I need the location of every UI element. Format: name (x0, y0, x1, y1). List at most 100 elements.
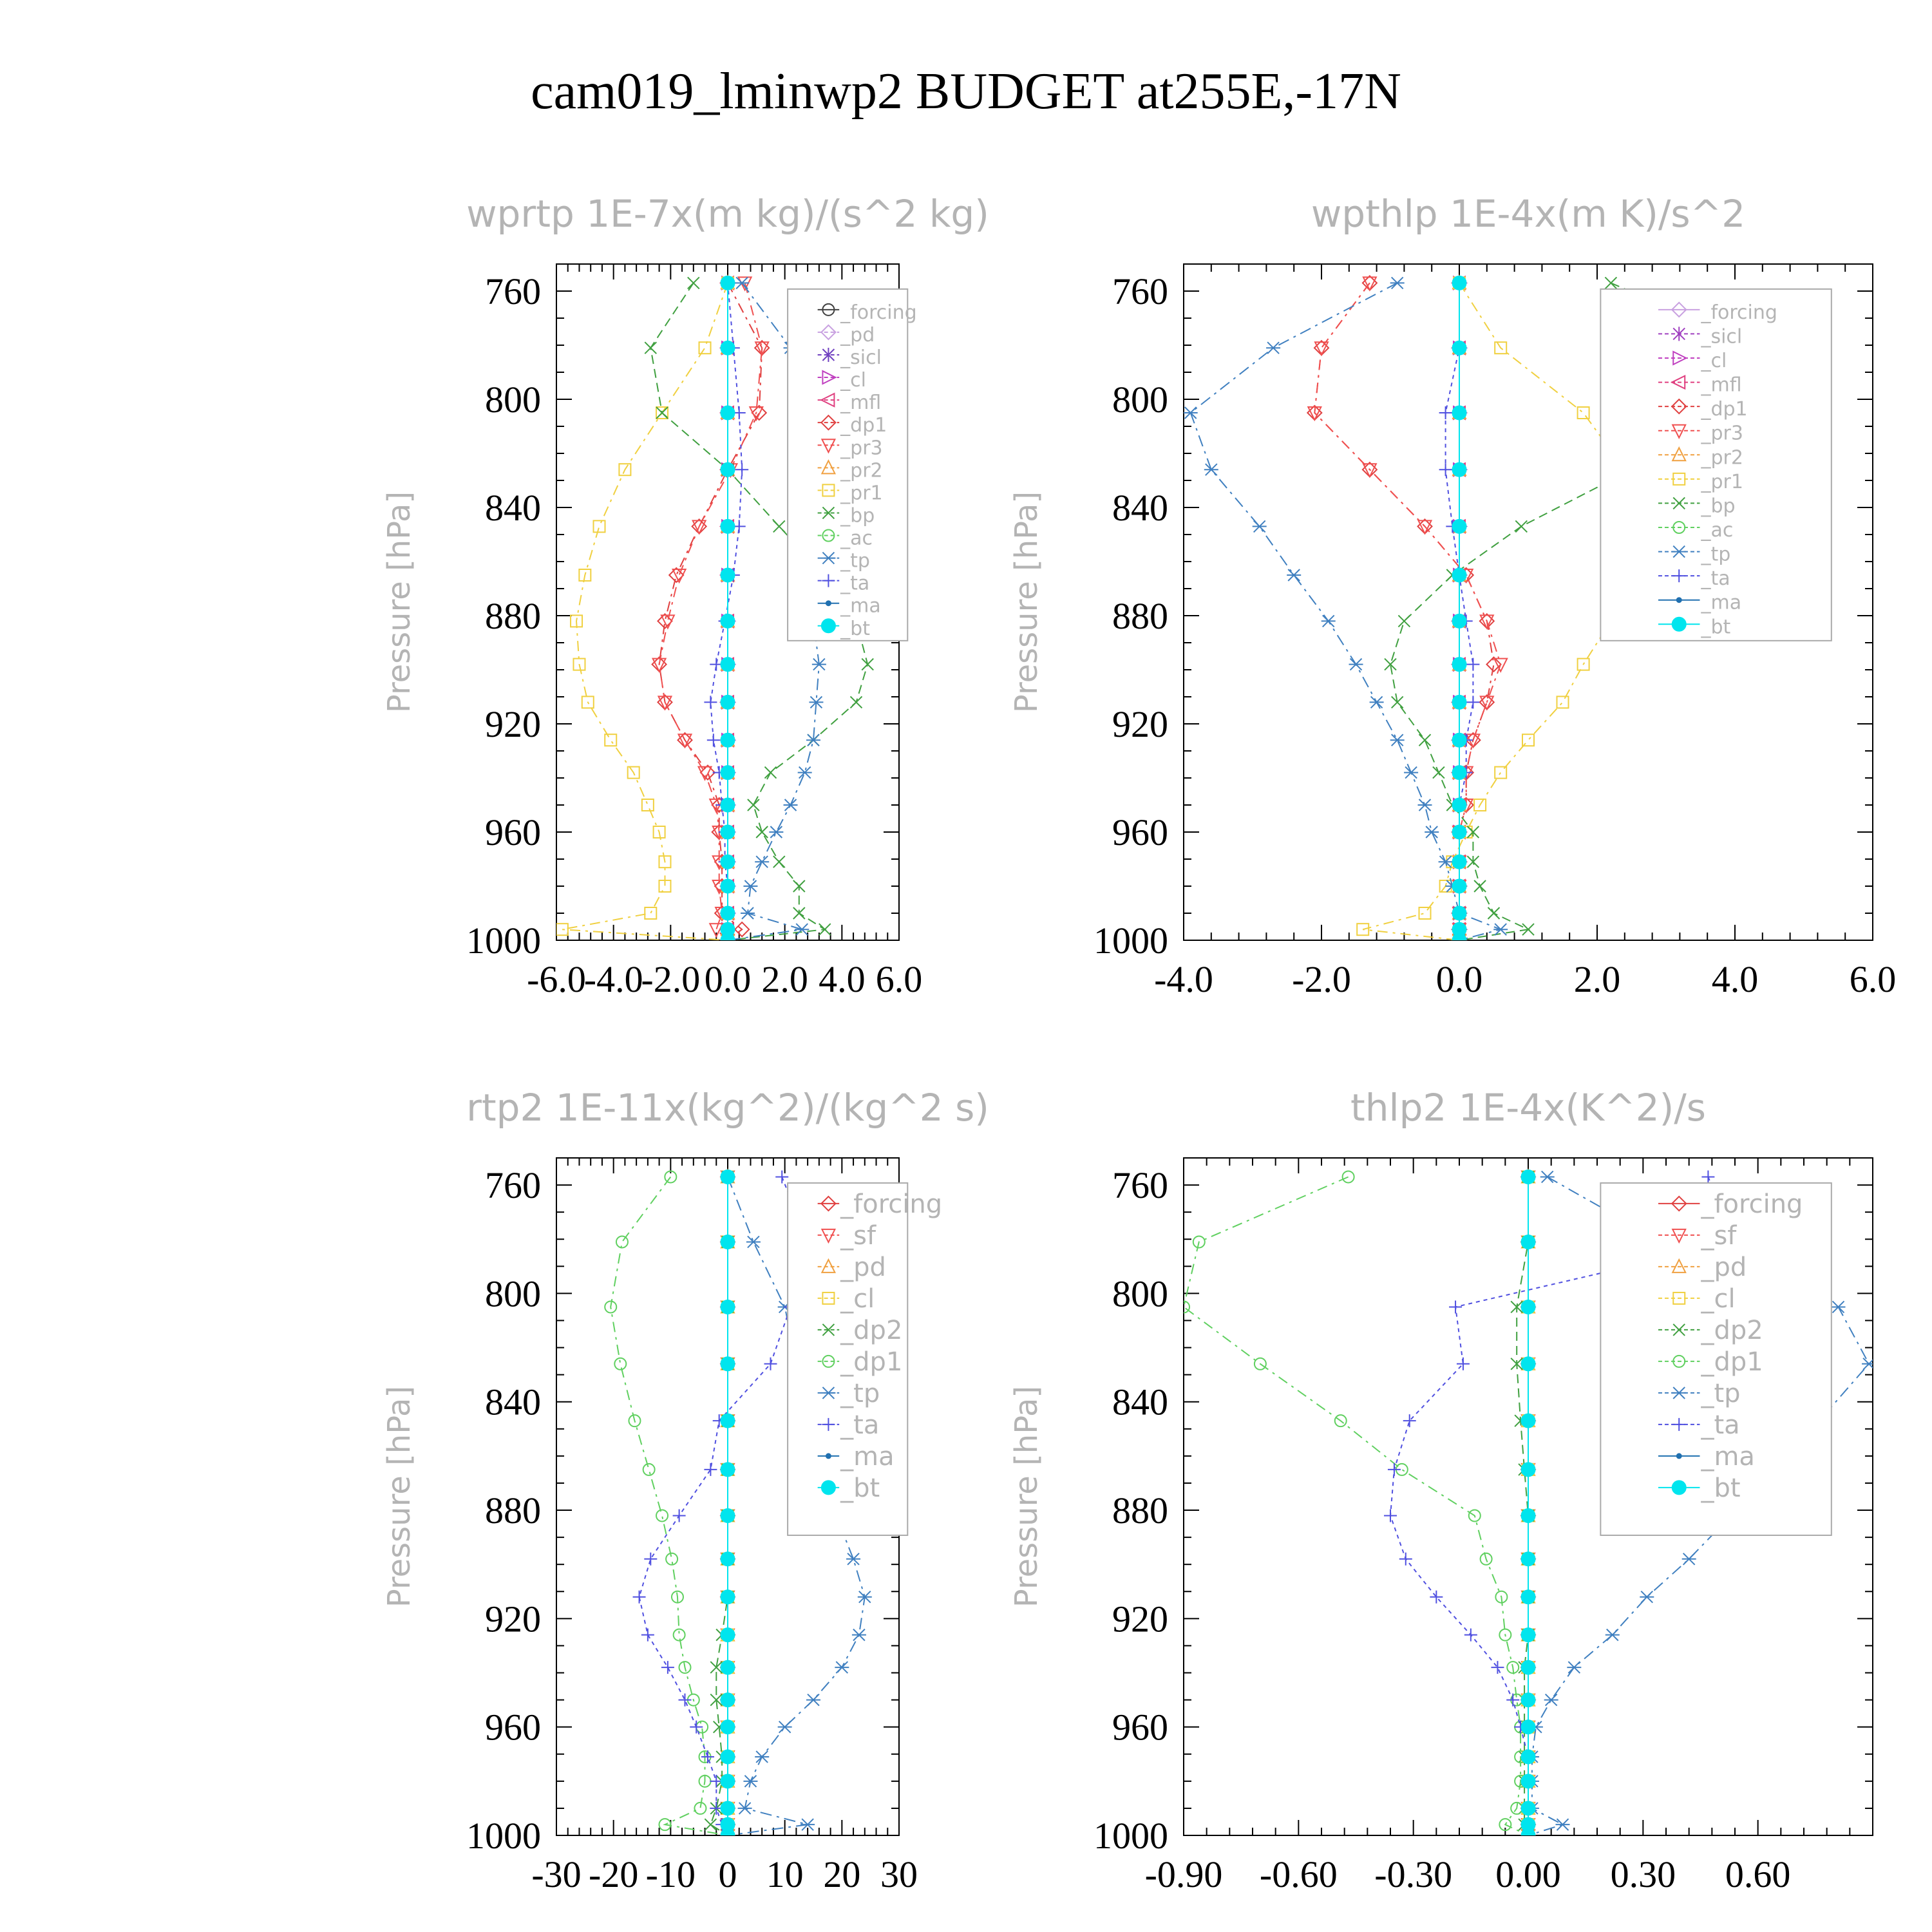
x-tick-label: -10 (646, 1853, 696, 1895)
x-tick-label: 0.60 (1725, 1853, 1791, 1895)
data-point-tp (1204, 463, 1218, 476)
legend-item-dp2: _dp2 (817, 1316, 902, 1345)
data-point-dp2 (1510, 1300, 1523, 1314)
y-tick-label: 840 (1112, 487, 1168, 529)
legend-marker-dp1 (822, 1354, 835, 1368)
data-point-pr3 (651, 658, 667, 673)
y-tick-label: 1000 (466, 1815, 541, 1857)
data-point-bt (1452, 854, 1467, 869)
data-point-bt (1452, 765, 1467, 781)
legend-marker-mfl (1670, 374, 1686, 390)
legend-item-tp: _tp (817, 1379, 880, 1408)
data-point-bt (720, 1660, 735, 1675)
data-point-bp (1473, 880, 1486, 893)
data-point-tp (1605, 1628, 1620, 1642)
data-point-tp (755, 1750, 770, 1763)
legend-label: _ta (840, 573, 869, 595)
data-point-pr3 (754, 341, 770, 357)
series-ta (704, 276, 749, 940)
series-line-pr3 (1314, 282, 1502, 940)
data-point-tp (769, 826, 784, 838)
legend-marker-sicl (1672, 327, 1685, 341)
legend-item-ac: _ac (817, 527, 873, 550)
plot-frame (1183, 263, 1873, 941)
legend-marker-forcing (822, 303, 835, 316)
legend-marker-bp (1672, 497, 1685, 510)
data-point-tp (1184, 406, 1198, 419)
data-point-bp (764, 766, 777, 779)
data-point-bp (687, 276, 700, 290)
panel-2: wpthlp 1E-4x(m K)/s^2 Pressure [hPa] -4.0 -… (1009, 192, 1896, 1000)
legend-item-pr2: _pr2 (1658, 446, 1743, 469)
data-point-bt (720, 1508, 735, 1523)
data-point-tp (743, 880, 758, 893)
data-point-ta (701, 1750, 714, 1763)
x-tick-label: 6.0 (1850, 958, 1897, 1000)
data-point-ta (644, 1552, 658, 1566)
legend-item-sf: _sf (1658, 1221, 1737, 1251)
data-point-tp (741, 907, 755, 920)
legend-marker-ma (825, 1453, 831, 1459)
data-point-bt (1520, 1749, 1536, 1765)
data-point-pr1 (1356, 923, 1370, 936)
series-pr3 (651, 276, 770, 940)
data-point-bp (755, 826, 768, 838)
legend-item-ta: _ta (817, 573, 869, 595)
data-point-dp1 (664, 1170, 677, 1184)
legend-item-pr3: _pr3 (1658, 422, 1743, 445)
legend-box (1600, 1182, 1832, 1536)
legend-label: _bp (1700, 495, 1735, 517)
data-point-bt (720, 1356, 735, 1372)
series-line-tp (1189, 282, 1503, 940)
data-point-pr3 (1417, 520, 1433, 535)
data-point-dp1 (1468, 1509, 1481, 1522)
y-tick-label: 1000 (1094, 920, 1168, 961)
x-tick-label: -4.0 (1154, 958, 1213, 1000)
series-dp1 (604, 1170, 734, 1835)
legend-item-ac: _ac (1658, 519, 1733, 542)
series-dp1 (1184, 1170, 1535, 1835)
data-point-tp (1266, 341, 1281, 354)
legend-item-pd: _pd (817, 1253, 886, 1282)
data-point-pr1 (604, 734, 618, 747)
legend-item-tp: _tp (817, 550, 870, 573)
series-line-ta (1389, 1177, 1736, 1835)
data-point-dp1 (751, 404, 768, 421)
data-point-bt (720, 405, 735, 421)
panel-3: rtp2 1E-11x(kg^2)/(kg^2 s) Pressure [hPa]… (381, 1086, 989, 1895)
y-tick-label: 960 (485, 1707, 541, 1748)
legend-item-pr1: _pr1 (817, 482, 883, 504)
data-point-bt (1520, 1551, 1536, 1567)
legend-label: _ac (840, 527, 873, 550)
data-point-tp (1493, 923, 1508, 936)
legend-label: _sicl (1700, 325, 1742, 348)
legend-marker-ta (1672, 1417, 1686, 1431)
data-point-dp1 (678, 1661, 692, 1674)
legend-item-sicl: _sicl (1658, 325, 1742, 348)
data-point-bt (1452, 905, 1467, 921)
legend-item-ta: _ta (817, 1410, 879, 1440)
panel-title: rtp2 1E-11x(kg^2)/(kg^2 s) (466, 1086, 989, 1130)
data-point-bt (1452, 567, 1467, 583)
data-point-bp (773, 855, 786, 868)
data-point-bp (656, 406, 668, 419)
series-dp1 (1306, 274, 1502, 940)
legend-label: _forcing (840, 301, 916, 324)
data-point-bt (720, 613, 735, 629)
figure-title: cam019_lminwp2 BUDGET at255E,-17N (531, 63, 1401, 120)
data-point-tp (851, 1628, 866, 1642)
data-point-tp (795, 923, 810, 936)
series-bt (1452, 275, 1467, 940)
data-point-ta (632, 1590, 646, 1604)
data-point-bt (720, 567, 735, 583)
data-point-dp1 (1486, 656, 1502, 673)
legend-marker-tp (1672, 1387, 1687, 1399)
legend-label: _tp (840, 1379, 880, 1408)
data-point-dp1 (670, 1590, 684, 1604)
legend-label: _ac (1700, 519, 1733, 542)
data-point-tp (1425, 826, 1439, 838)
data-point-dp1 (734, 921, 750, 938)
series-line-pr1 (562, 283, 728, 940)
x-tick-label: -0.30 (1374, 1853, 1452, 1895)
y-axis-label: Pressure [hPa] (1009, 1386, 1045, 1607)
